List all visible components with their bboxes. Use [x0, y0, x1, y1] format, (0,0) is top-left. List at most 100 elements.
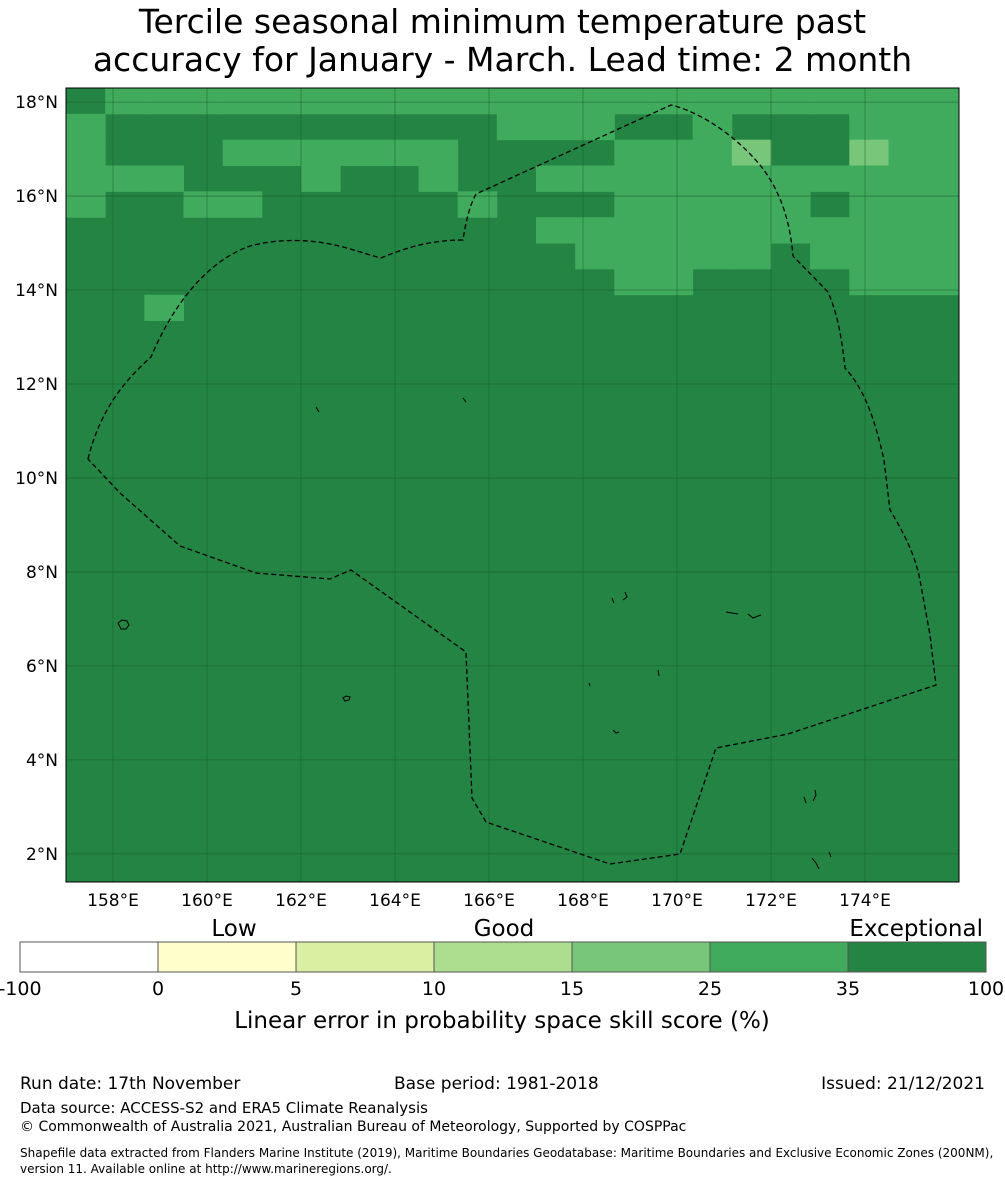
legend-category-label: Good: [474, 916, 535, 942]
grid-cell: [144, 88, 184, 115]
grid-cell: [849, 88, 889, 115]
lat-tick-label: 14°N: [15, 281, 58, 301]
grid-cell: [888, 113, 929, 141]
grid-cell: [927, 113, 960, 141]
grid-cell: [66, 191, 106, 218]
grid-cell: [222, 139, 263, 167]
legend-boundary-label: 25: [698, 978, 722, 1000]
grid-cell: [692, 191, 733, 218]
grid-cell: [66, 139, 106, 167]
grid-cell: [692, 165, 733, 192]
legend-boundary-label: -100: [0, 978, 42, 1000]
grid-cell: [535, 217, 576, 244]
graticule: [66, 88, 959, 882]
lat-tick-label: 18°N: [15, 93, 58, 113]
grid-cell: [614, 191, 654, 218]
legend-tick-labels: -100 0 5 10 15 25 35 100: [0, 978, 1004, 1000]
grid-cell: [66, 113, 106, 141]
grid-cell: [418, 88, 459, 115]
grid-cell: [300, 139, 341, 167]
grid-cell: [692, 243, 733, 270]
grid-cell: [575, 165, 615, 192]
grid-cell: [692, 113, 733, 141]
grid-cell: [731, 139, 772, 167]
map-frame: [65, 87, 960, 883]
legend-boundary-label: 100: [968, 978, 1004, 1000]
grid-cell: [731, 88, 772, 115]
grid-cell: [144, 165, 184, 192]
grid-cell: [653, 139, 694, 167]
grid-cell: [927, 268, 960, 296]
eez-boundary: [87, 104, 937, 865]
legend-color-box: [433, 941, 573, 973]
copyright: © Commonwealth of Australia 2021, Austra…: [20, 1119, 687, 1135]
legend-boundary-label: 10: [422, 978, 446, 1000]
colorbar-legend: Low Good Exceptional -100 0 5 10 15 25 35 100 Lin…: [0, 916, 1004, 1034]
grid-cell: [927, 165, 960, 192]
grid-cell: [105, 165, 145, 192]
longitude-labels: 158°E 160°E 162°E 164°E 166°E 168°E 170°E 172°E…: [87, 891, 891, 911]
lon-tick-label: 158°E: [87, 891, 139, 911]
grid-cell: [575, 243, 615, 270]
grid-cell: [810, 88, 850, 115]
grid-cell: [261, 88, 302, 115]
lat-tick-label: 2°N: [26, 845, 58, 865]
grid-cell: [849, 191, 889, 218]
grid-cell: [692, 139, 733, 167]
run-date: Run date: 17th November: [20, 1074, 241, 1094]
grid-cell: [457, 191, 498, 218]
grid-cell: [849, 268, 889, 296]
issued-date: Issued: 21/12/2021: [821, 1074, 985, 1094]
legend-color-box: [709, 941, 849, 973]
legend-category-label: Exceptional: [849, 916, 983, 942]
grid-cell: [144, 294, 184, 322]
grid-cell: [849, 113, 889, 141]
legend-boundary-label: 0: [152, 978, 164, 1000]
grid-cell: [692, 217, 733, 244]
grid-cell: [770, 88, 811, 115]
grid-cell: [810, 165, 850, 192]
data-source: Data source: ACCESS-S2 and ERA5 Climate …: [20, 1099, 428, 1117]
grid-cell: [888, 165, 929, 192]
grid-cell: [849, 165, 889, 192]
legend-boundary-label: 15: [560, 978, 584, 1000]
lon-tick-label: 170°E: [651, 891, 703, 911]
grid-cell: [731, 243, 772, 270]
grid-cell: [653, 217, 694, 244]
grid-cell: [614, 139, 654, 167]
grid-cell: [770, 165, 811, 192]
lon-tick-label: 166°E: [463, 891, 515, 911]
skill-grid: [66, 88, 960, 882]
lon-tick-label: 164°E: [369, 891, 421, 911]
islands: [117, 397, 832, 870]
grid-cell: [535, 165, 576, 192]
legend-boundary-label: 5: [290, 978, 302, 1000]
legend-color-boxes: [19, 941, 987, 973]
base-period: Base period: 1981-2018: [394, 1074, 599, 1094]
legend-color-box: [847, 941, 987, 973]
grid-cell: [300, 88, 341, 115]
grid-cell: [770, 191, 811, 218]
grid-cell: [888, 217, 929, 244]
grid-cell: [222, 88, 263, 115]
grid-cell: [692, 88, 733, 115]
legend-color-box: [19, 941, 159, 973]
grid-cell: [927, 217, 960, 244]
grid-cell: [496, 113, 537, 141]
lon-tick-label: 174°E: [839, 891, 891, 911]
grid-cell: [810, 243, 850, 270]
grid-cell: [300, 165, 341, 192]
grid-cell: [731, 191, 772, 218]
lat-tick-label: 6°N: [26, 657, 58, 677]
grid-cell: [927, 191, 960, 218]
legend-category-labels: Low Good Exceptional: [211, 916, 983, 942]
grid-cell: [849, 243, 889, 270]
lat-tick-label: 12°N: [15, 375, 58, 395]
grid-cell: [888, 243, 929, 270]
latitude-labels: 2°N 4°N 6°N 8°N 10°N 12°N 14°N 16°N 18°N: [15, 93, 58, 865]
lon-tick-label: 168°E: [557, 891, 609, 911]
grid-cell: [927, 88, 960, 115]
grid-cell: [418, 165, 459, 192]
grid-cell: [457, 88, 498, 115]
grid-cell: [614, 268, 654, 296]
